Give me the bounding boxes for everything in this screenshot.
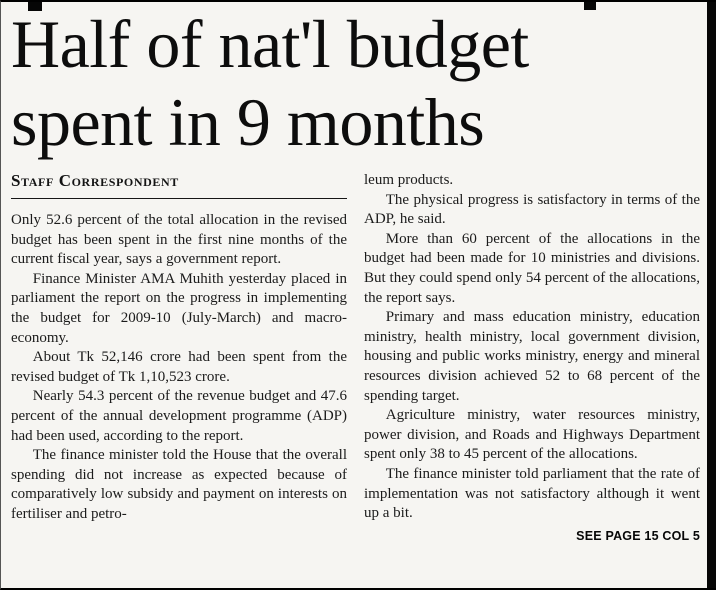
paragraph: The physical progress is satisfactory in… <box>364 191 700 228</box>
scan-mark-top-left <box>28 2 42 11</box>
paragraph: The finance minister told parliament tha… <box>364 465 700 522</box>
paragraph: Primary and mass education ministry, edu… <box>364 309 700 404</box>
paragraph: Agriculture ministry, water resources mi… <box>364 407 700 463</box>
paragraph: leum products. <box>364 172 454 189</box>
article-headline: Half of nat'l budget spent in 9 months <box>11 6 708 161</box>
column-left: Staff Correspondent Only 52.6 percent of… <box>11 171 347 525</box>
article-body: Staff Correspondent Only 52.6 percent of… <box>1 169 716 543</box>
paragraph: The finance minister told the House that… <box>11 447 347 522</box>
column-right: leum products. The physical progress is … <box>364 171 700 543</box>
paragraph: More than 60 percent of the allocations … <box>364 230 700 306</box>
scan-edge-bar <box>707 2 716 588</box>
left-paragraphs: Only 52.6 percent of the total allocatio… <box>11 211 347 525</box>
right-paragraphs: leum products. The physical progress is … <box>364 171 700 524</box>
paragraph: Only 52.6 percent of the total allocatio… <box>11 212 347 268</box>
headline-line-1: Half of nat'l budget <box>11 6 529 82</box>
paragraph: About Tk 52,146 crore had been spent fro… <box>11 349 347 385</box>
byline-rule <box>11 198 347 200</box>
headline-line-2: spent in 9 months <box>11 83 485 160</box>
see-page-reference: SEE PAGE 15 COL 5 <box>576 528 700 543</box>
paragraph: Nearly 54.3 percent of the revenue budge… <box>11 388 347 444</box>
paragraph: Finance Minister AMA Muhith yesterday pl… <box>11 270 347 346</box>
byline: Staff Correspondent <box>11 171 179 191</box>
scan-mark-top-right <box>584 2 596 10</box>
